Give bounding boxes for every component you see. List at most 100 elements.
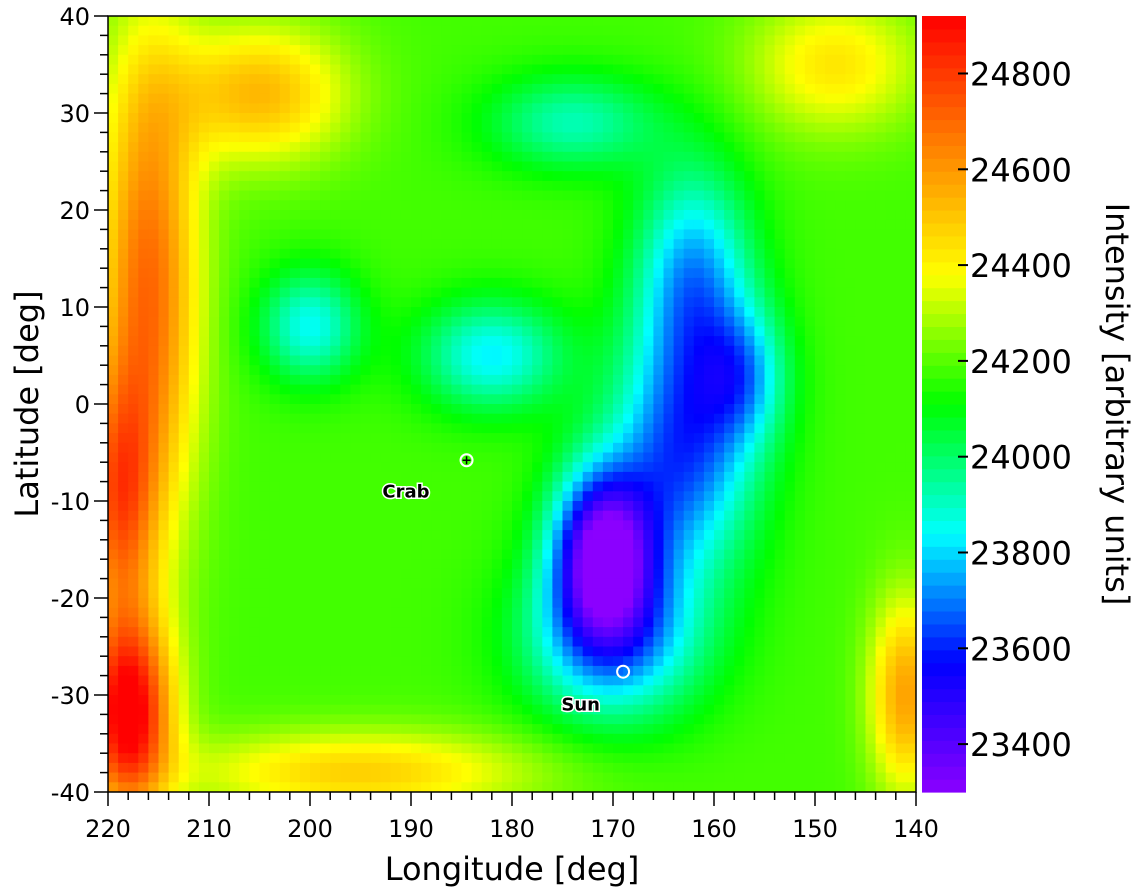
heatmap-cell xyxy=(552,452,564,463)
heatmap-cell xyxy=(108,462,119,473)
heatmap-cell xyxy=(350,462,362,473)
heatmap-cell xyxy=(128,559,139,570)
heatmap-cell xyxy=(653,307,665,318)
heatmap-cell xyxy=(188,219,200,230)
heatmap-cell xyxy=(673,607,685,618)
heatmap-cell xyxy=(471,142,483,153)
heatmap-cell xyxy=(461,122,473,133)
heatmap-cell xyxy=(108,394,119,405)
heatmap-cell xyxy=(663,433,675,444)
heatmap-cell xyxy=(562,190,574,201)
heatmap-cell xyxy=(360,471,372,483)
heatmap-cell xyxy=(390,277,402,289)
heatmap-cell xyxy=(118,365,129,376)
heatmap-cell xyxy=(602,471,614,483)
heatmap-cell xyxy=(613,433,624,444)
heatmap-cell xyxy=(138,151,149,163)
heatmap-cell xyxy=(602,287,614,298)
heatmap-cell xyxy=(633,326,644,337)
heatmap-cell xyxy=(542,297,553,308)
heatmap-cell xyxy=(239,132,250,143)
heatmap-cell xyxy=(501,549,513,560)
heatmap-cell xyxy=(875,151,887,163)
heatmap-cell xyxy=(784,219,796,230)
heatmap-cell xyxy=(491,539,503,551)
heatmap-cell xyxy=(138,491,149,502)
heatmap-cell xyxy=(229,297,240,308)
heatmap-cell xyxy=(693,74,705,85)
heatmap-cell xyxy=(501,200,513,211)
heatmap-cell xyxy=(522,93,533,104)
heatmap-cell xyxy=(128,452,139,463)
heatmap-cell xyxy=(724,365,735,376)
heatmap-cell xyxy=(481,239,493,250)
heatmap-cell xyxy=(219,345,230,357)
heatmap-cell xyxy=(552,83,564,95)
heatmap-cell xyxy=(562,200,574,211)
heatmap-cell xyxy=(613,258,624,269)
heatmap-cell xyxy=(572,171,584,182)
heatmap-cell xyxy=(279,122,291,133)
heatmap-cell xyxy=(431,588,442,599)
heatmap-cell xyxy=(188,365,200,376)
heatmap-cell xyxy=(330,258,341,269)
heatmap-cell xyxy=(562,462,574,473)
heatmap-cell xyxy=(835,413,846,424)
heatmap-cell xyxy=(835,578,846,589)
heatmap-cell xyxy=(592,355,604,366)
heatmap-cell xyxy=(552,161,564,172)
heatmap-cell xyxy=(522,180,533,192)
heatmap-cell xyxy=(431,617,442,628)
heatmap-cell xyxy=(219,103,230,114)
heatmap-cell xyxy=(592,35,604,46)
heatmap-cell xyxy=(390,452,402,463)
heatmap-cell xyxy=(532,549,543,560)
heatmap-cell xyxy=(693,568,705,580)
heatmap-cell xyxy=(895,161,907,172)
heatmap-cell xyxy=(724,326,735,337)
heatmap-cell xyxy=(380,229,392,240)
heatmap-cell xyxy=(714,151,725,163)
heatmap-cell xyxy=(825,268,836,279)
heatmap-cell xyxy=(320,210,331,221)
heatmap-cell xyxy=(108,433,119,444)
heatmap-cell xyxy=(108,316,119,327)
heatmap-cell xyxy=(703,530,715,541)
heatmap-cell xyxy=(865,559,877,570)
heatmap-cell xyxy=(411,336,422,347)
heatmap-cell xyxy=(279,530,291,541)
heatmap-cell xyxy=(804,336,816,347)
heatmap-cell xyxy=(764,219,776,230)
heatmap-cell xyxy=(400,326,412,337)
heatmap-cell xyxy=(330,287,341,298)
heatmap-cell xyxy=(370,258,382,269)
heatmap-cell xyxy=(108,404,119,415)
heatmap-cell xyxy=(512,607,523,618)
heatmap-cell xyxy=(138,365,149,376)
heatmap-cell xyxy=(703,54,715,66)
heatmap-cell xyxy=(512,510,523,521)
heatmap-cell xyxy=(582,336,594,347)
heatmap-cell xyxy=(441,345,452,357)
heatmap-cell xyxy=(239,336,250,347)
heatmap-cell xyxy=(320,113,331,124)
heatmap-cell xyxy=(602,413,614,424)
heatmap-cell xyxy=(229,326,240,337)
heatmap-cell xyxy=(643,16,654,27)
heatmap-cell xyxy=(481,45,493,56)
heatmap-cell xyxy=(512,355,523,366)
heatmap-cell xyxy=(249,142,261,153)
heatmap-cell xyxy=(764,336,776,347)
heatmap-cell xyxy=(784,462,796,473)
heatmap-cell xyxy=(340,617,351,628)
heatmap-cell xyxy=(815,190,826,201)
heatmap-cell xyxy=(138,83,149,95)
heatmap-cell xyxy=(350,151,362,163)
heatmap-cell xyxy=(744,442,755,454)
heatmap-cell xyxy=(158,588,170,599)
heatmap-cell xyxy=(512,345,523,357)
heatmap-cell xyxy=(683,607,695,618)
heatmap-cell xyxy=(441,142,452,153)
heatmap-cell xyxy=(804,190,816,201)
heatmap-cell xyxy=(815,307,826,318)
